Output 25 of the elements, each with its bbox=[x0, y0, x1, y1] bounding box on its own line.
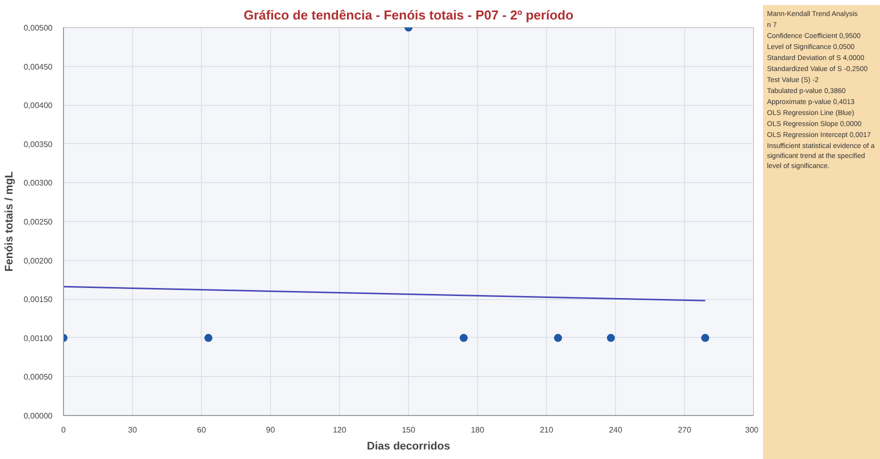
x-tick-label: 300 bbox=[745, 426, 760, 434]
y-axis-title: Fenóis totais / mgL bbox=[4, 171, 16, 272]
y-tick-label: 0,00300 bbox=[24, 178, 54, 188]
y-tick-label: 0,00250 bbox=[24, 218, 54, 226]
y-tick-label: 0,00050 bbox=[24, 372, 54, 382]
y-tick-label: 0,00500 bbox=[24, 24, 54, 32]
x-tick-label: 60 bbox=[197, 426, 206, 434]
x-tick-label: 270 bbox=[678, 426, 692, 434]
x-tick-label: 210 bbox=[540, 426, 554, 434]
x-tick-label: 120 bbox=[332, 426, 347, 434]
x-tick-label: 30 bbox=[128, 426, 138, 434]
y-tick-label: 0,00100 bbox=[24, 334, 54, 343]
y-tick-label: 0,00350 bbox=[24, 140, 54, 149]
x-tick-label: 0 bbox=[61, 426, 66, 434]
y-tick-label: 0,00400 bbox=[24, 101, 54, 110]
chart-title: Gráfico de tendência - Fenóis totais - P07 - 2º período bbox=[244, 8, 574, 22]
x-axis-title: Dias decorridos bbox=[366, 440, 450, 452]
y-tick-label: 0,00450 bbox=[24, 62, 54, 72]
y-tick-label: 0,00200 bbox=[24, 256, 54, 266]
x-tick-label: 240 bbox=[608, 426, 623, 434]
x-tick-label: 90 bbox=[266, 426, 276, 434]
x-tick-label: 180 bbox=[470, 426, 485, 434]
y-tick-label: 0,00000 bbox=[24, 412, 54, 420]
y-tick-label: 0,00150 bbox=[24, 295, 54, 304]
x-tick-label: 150 bbox=[402, 426, 416, 434]
